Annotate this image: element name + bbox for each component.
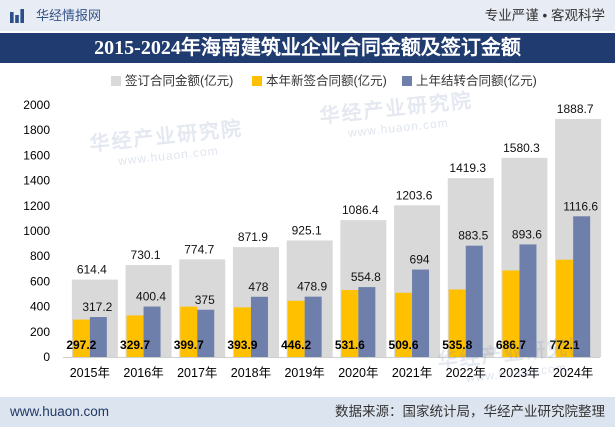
new-contract-value-label: 399.7 bbox=[174, 338, 204, 352]
carried-contract-value-label: 400.4 bbox=[136, 290, 166, 304]
legend: 签订合同金额(亿元) 本年新签合同额(亿元) 上年结转合同额(亿元) bbox=[0, 72, 615, 90]
carried-contract-bar bbox=[89, 317, 107, 357]
legend-item-carried-contract: 上年结转合同额(亿元) bbox=[402, 72, 537, 90]
legend-label-total-contract: 签订合同金额(亿元) bbox=[125, 74, 234, 88]
new-contract-bar bbox=[180, 306, 198, 357]
new-contract-value-label: 393.9 bbox=[227, 338, 257, 352]
carried-contract-bar bbox=[250, 296, 268, 357]
carried-contract-value-label: 375 bbox=[195, 293, 215, 307]
carried-contract-bar bbox=[573, 216, 591, 357]
total-contract-value-label: 1203.6 bbox=[396, 188, 433, 202]
total-contract-value-label: 871.9 bbox=[238, 230, 268, 244]
slogan: 专业严谨 • 客观科学 bbox=[484, 8, 605, 23]
new-contract-bar bbox=[448, 289, 466, 357]
legend-swatch-total-contract bbox=[111, 76, 121, 86]
x-category-label: 2024年 bbox=[553, 366, 593, 380]
y-tick-label: 1000 bbox=[23, 224, 50, 238]
new-contract-value-label: 531.6 bbox=[335, 338, 365, 352]
y-axis: 0 200 400 600 800 1000 1200 1400 1600 1800 2000 bbox=[23, 98, 50, 364]
x-category-label: 2018年 bbox=[231, 366, 271, 380]
footer-bar: www.huaon.com 数据来源：国家统计局，华经产业研究院整理 bbox=[0, 397, 615, 427]
legend-swatch-carried-contract bbox=[402, 76, 412, 86]
brand-name: 华经情报网 bbox=[36, 8, 102, 23]
legend-item-new-contract: 本年新签合同额(亿元) bbox=[252, 72, 387, 90]
legend-item-total-contract: 签订合同金额(亿元) bbox=[111, 72, 233, 90]
carried-contract-value-label: 554.8 bbox=[351, 270, 381, 284]
y-tick-label: 1800 bbox=[23, 123, 50, 137]
total-contract-value-label: 774.7 bbox=[184, 242, 214, 256]
total-contract-value-label: 1086.4 bbox=[342, 203, 379, 217]
carried-contract-value-label: 883.5 bbox=[458, 229, 488, 243]
new-contract-bar bbox=[341, 290, 359, 357]
x-category-label: 2016年 bbox=[123, 366, 163, 380]
new-contract-value-label: 772.1 bbox=[550, 338, 580, 352]
legend-label-new-contract: 本年新签合同额(亿元) bbox=[266, 74, 387, 88]
carried-contract-value-label: 478 bbox=[248, 280, 268, 294]
new-contract-bar bbox=[395, 292, 413, 357]
carried-contract-bar bbox=[304, 296, 322, 357]
chart-plot: 0 200 400 600 800 1000 1200 1400 1600 1800 2000 614… bbox=[23, 98, 602, 380]
footer-website: www.huaon.com bbox=[10, 404, 110, 419]
top-bar: 华经情报网 专业严谨 • 客观科学 bbox=[0, 0, 615, 31]
x-category-label: 2021年 bbox=[392, 366, 432, 380]
x-category-label: 2023年 bbox=[499, 366, 539, 380]
data-source-note: 数据来源：国家统计局，华经产业研究院整理 bbox=[335, 404, 605, 419]
y-tick-label: 2000 bbox=[23, 98, 50, 112]
x-category-label: 2017年 bbox=[177, 366, 217, 380]
carried-contract-bar bbox=[197, 309, 215, 357]
legend-swatch-new-contract bbox=[252, 76, 262, 86]
y-tick-label: 1200 bbox=[23, 199, 50, 213]
bars bbox=[71, 119, 602, 357]
bar-chart-logo-icon bbox=[10, 9, 24, 23]
x-category-label: 2019年 bbox=[284, 366, 324, 380]
carried-contract-value-label: 694 bbox=[410, 253, 430, 267]
y-tick-label: 800 bbox=[30, 249, 50, 263]
total-contract-value-label: 1580.3 bbox=[503, 141, 540, 155]
x-category-label: 2020年 bbox=[338, 366, 378, 380]
total-contract-value-label: 1888.7 bbox=[557, 102, 594, 116]
carried-contract-bar bbox=[412, 269, 430, 357]
y-tick-label: 1600 bbox=[23, 148, 50, 162]
total-contract-value-label: 925.1 bbox=[292, 223, 322, 237]
legend-label-carried-contract: 上年结转合同额(亿元) bbox=[416, 74, 537, 88]
carried-contract-value-label: 1116.6 bbox=[563, 199, 598, 213]
new-contract-bar bbox=[502, 270, 520, 357]
new-contract-bar bbox=[556, 259, 574, 357]
carried-contract-bar bbox=[519, 244, 537, 357]
title-bar: 2015-2024年海南建筑业企业合同金额及签订金额 bbox=[0, 33, 615, 63]
new-contract-value-label: 509.6 bbox=[389, 338, 419, 352]
new-contract-value-label: 297.2 bbox=[66, 338, 96, 352]
y-tick-label: 200 bbox=[30, 325, 50, 339]
chart-title: 2015-2024年海南建筑业企业合同金额及签订金额 bbox=[94, 37, 521, 59]
new-contract-value-label: 535.8 bbox=[442, 338, 472, 352]
x-category-label: 2015年 bbox=[70, 366, 110, 380]
carried-contract-bar bbox=[143, 306, 161, 357]
carried-contract-bar bbox=[465, 245, 483, 357]
new-contract-bar bbox=[233, 307, 251, 357]
new-contract-bar bbox=[126, 315, 144, 357]
total-contract-value-label: 1419.3 bbox=[449, 161, 486, 175]
carried-contract-bar bbox=[358, 287, 376, 357]
new-contract-bar bbox=[287, 300, 305, 357]
data-labels: 614.4 317.2 297.2 730.1 400.4 329.7 774.7 375 39… bbox=[66, 102, 598, 352]
new-contract-value-label: 446.2 bbox=[281, 338, 311, 352]
y-tick-label: 400 bbox=[30, 300, 50, 314]
y-tick-label: 600 bbox=[30, 274, 50, 288]
x-axis: 2015年 2016年 2017年 2018年 2019年 2020年 2021年 2022年… bbox=[63, 357, 600, 380]
carried-contract-value-label: 893.6 bbox=[512, 227, 542, 241]
total-contract-value-label: 614.4 bbox=[77, 263, 107, 277]
new-contract-value-label: 329.7 bbox=[120, 338, 150, 352]
total-contract-value-label: 730.1 bbox=[131, 248, 161, 262]
new-contract-value-label: 686.7 bbox=[496, 338, 526, 352]
y-tick-label: 0 bbox=[43, 350, 50, 364]
y-tick-label: 1400 bbox=[23, 174, 50, 188]
new-contract-bar bbox=[72, 319, 90, 357]
x-category-label: 2022年 bbox=[446, 366, 486, 380]
carried-contract-value-label: 317.2 bbox=[82, 300, 112, 314]
carried-contract-value-label: 478.9 bbox=[297, 280, 327, 294]
